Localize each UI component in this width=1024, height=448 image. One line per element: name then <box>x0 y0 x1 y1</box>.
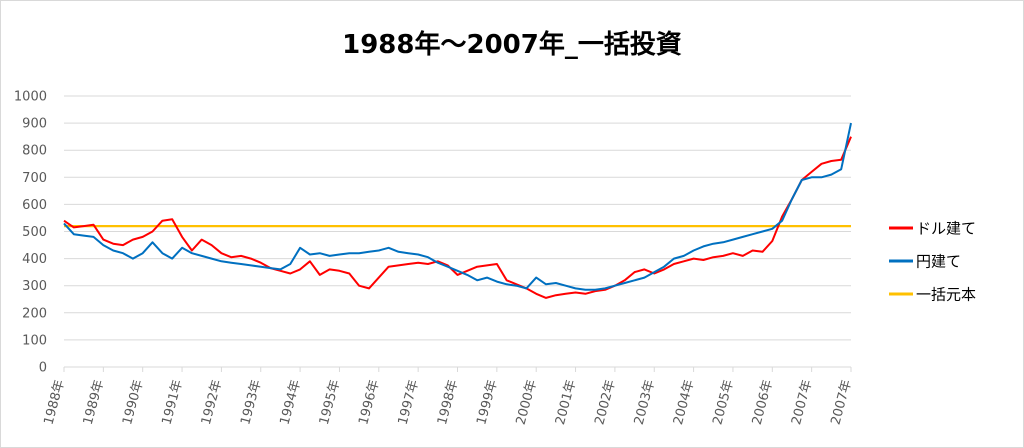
x-tick-label: 1988年 <box>41 378 67 426</box>
chart-title: 1988年～2007年_一括投資 <box>342 29 682 60</box>
y-tick-label: 300 <box>22 279 47 294</box>
series-line-0 <box>63 136 852 299</box>
x-tick-label: 2007年 <box>789 378 815 426</box>
x-tick-label: 2007年 <box>828 378 854 426</box>
x-tick-label: 1991年 <box>159 378 185 426</box>
y-tick-label: 100 <box>22 333 47 348</box>
y-tick-label: 1000 <box>14 90 47 105</box>
y-tick-label: 700 <box>22 171 47 186</box>
x-tick-label: 1997年 <box>396 378 422 426</box>
legend-label-0: ドル建て <box>916 220 976 238</box>
x-tick-label: 1995年 <box>317 378 343 426</box>
y-tick-label: 0 <box>39 361 47 376</box>
x-tick-label: 1996年 <box>356 378 382 426</box>
y-tick-label: 900 <box>22 117 47 132</box>
x-tick-label: 2002年 <box>592 378 618 426</box>
legend-label-2: 一括元本 <box>916 286 976 304</box>
x-tick-label: 2004年 <box>671 378 697 426</box>
x-tick-label: 1993年 <box>238 378 264 426</box>
x-tick-label: 2001年 <box>553 378 579 426</box>
y-tick-label: 600 <box>22 198 47 213</box>
y-tick-label: 400 <box>22 252 47 267</box>
grid-lines <box>64 95 851 368</box>
y-axis-ticks: 0 100 200 300 400 500 600 700 800 900 1000 <box>14 90 47 376</box>
y-tick-label: 800 <box>22 144 47 159</box>
x-axis-ticks: 1988年 1989年 1990年 1991年 1992年 1993年 1994年 1995年… <box>41 367 855 427</box>
x-tick-label: 1994年 <box>278 378 304 426</box>
x-tick-label: 1999年 <box>474 378 500 426</box>
series-line-1 <box>63 122 852 291</box>
x-tick-label: 1998年 <box>435 378 461 426</box>
x-tick-label: 2003年 <box>632 378 658 426</box>
x-tick-label: 2005年 <box>710 378 736 426</box>
x-tick-label: 2000年 <box>514 378 540 426</box>
legend-label-1: 円建て <box>916 253 961 271</box>
y-tick-label: 500 <box>22 225 47 240</box>
x-tick-label: 1992年 <box>199 378 225 426</box>
x-tick-label: 2006年 <box>750 378 776 426</box>
y-tick-label: 200 <box>22 306 47 321</box>
plot-series <box>63 122 852 299</box>
x-tick-label: 1989年 <box>81 378 107 426</box>
x-tick-label: 1990年 <box>120 378 146 426</box>
